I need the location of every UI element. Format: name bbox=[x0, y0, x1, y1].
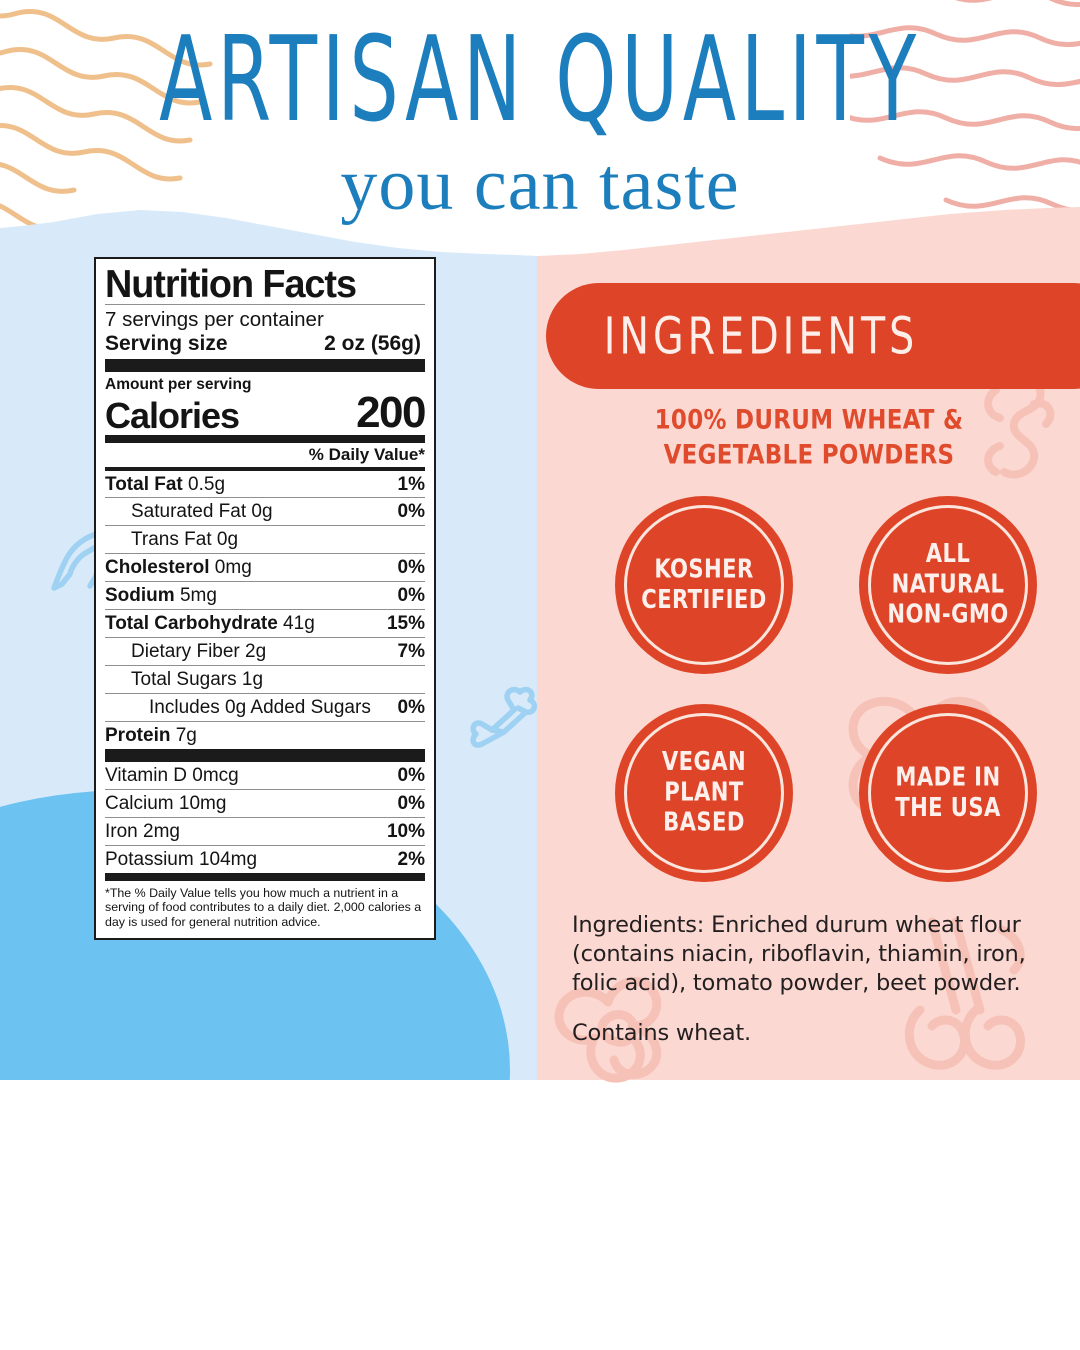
nutrient-name: Total Carbohydrate 41g bbox=[105, 613, 315, 635]
nutrient-row: Total Fat 0.5g 1% bbox=[105, 471, 425, 498]
nutrient-row: Protein 7g bbox=[105, 722, 425, 749]
row-divider bbox=[105, 844, 425, 846]
nutrient-name: Includes 0g Added Sugars bbox=[149, 697, 371, 719]
calories-row: Calories 200 bbox=[105, 387, 426, 437]
micronutrient-daily-value: 0% bbox=[397, 764, 425, 786]
nutrient-daily-value: 1% bbox=[397, 473, 425, 495]
nutrition-facts-panel: Nutrition Facts 7 servings per container… bbox=[94, 257, 436, 940]
nutrient-row: Total Carbohydrate 41g 15% bbox=[105, 610, 425, 637]
fan-web-doodle-icon bbox=[18, 1132, 136, 1280]
serving-size-row: Serving size 2 oz (56g) bbox=[105, 332, 425, 359]
micronutrient-row: Vitamin D 0mcg 0% bbox=[105, 762, 425, 789]
row-divider bbox=[105, 665, 425, 667]
row-divider bbox=[105, 581, 425, 583]
headline: ARTISAN QUALITY you can taste bbox=[0, 11, 1080, 227]
nutrient-name: Total Sugars 1g bbox=[131, 669, 264, 691]
certification-badge-label: ALL NATURAL NON-GMO bbox=[887, 538, 1009, 630]
ingredients-subtitle: 100% DURUM WHEAT & VEGETABLE POWDERS bbox=[654, 404, 964, 471]
amount-per-serving-label: Amount per serving bbox=[105, 375, 252, 393]
ingredients-banner: INGREDIENTS bbox=[546, 283, 1080, 389]
nutrient-row: Sodium 5mg 0% bbox=[105, 582, 425, 609]
nutrient-name: Sodium 5mg bbox=[105, 585, 217, 607]
row-divider bbox=[105, 553, 425, 555]
nutrient-daily-value: 15% bbox=[386, 613, 425, 635]
ingredients-banner-title: INGREDIENTS bbox=[603, 306, 919, 366]
headline-line-1: ARTISAN QUALITY bbox=[159, 11, 921, 149]
micronutrient-rows: Vitamin D 0mcg 0% Calcium 10mg 0% Iron 2mg 10… bbox=[105, 762, 425, 873]
row-divider bbox=[105, 816, 425, 818]
nutrient-daily-value: 7% bbox=[397, 641, 425, 663]
nutrient-row: Dietary Fiber 2g 7% bbox=[105, 638, 425, 665]
nutrient-row: Includes 0g Added Sugars 0% bbox=[105, 694, 425, 721]
serving-size-label: Serving size bbox=[105, 331, 228, 355]
headline-line-2: you can taste bbox=[340, 144, 740, 227]
micronutrient-name: Calcium 10mg bbox=[105, 792, 227, 814]
nutrient-daily-value: 0% bbox=[397, 557, 425, 579]
certification-badge-label: KOSHER CERTIFIED bbox=[641, 553, 767, 615]
nutrient-name: Total Fat 0.5g bbox=[105, 473, 226, 495]
micronutrient-name: Vitamin D 0mcg bbox=[105, 764, 239, 786]
ingredients-text-block: Ingredients: Enriched durum wheat flour … bbox=[572, 911, 1050, 1048]
nutrient-name: Protein 7g bbox=[105, 724, 197, 746]
calories-value: 200 bbox=[356, 387, 426, 437]
micronutrient-name: Iron 2mg bbox=[105, 820, 180, 842]
certification-badge: VEGAN PLANT BASED bbox=[615, 704, 793, 882]
nutrient-name: Trans Fat 0g bbox=[131, 529, 239, 551]
certification-badges: KOSHER CERTIFIED ALL NATURAL NON-GMO VEGAN… bbox=[596, 496, 1056, 882]
certification-badge: MADE IN THE USA bbox=[859, 704, 1037, 882]
row-divider bbox=[105, 637, 425, 639]
nutrient-name: Saturated Fat 0g bbox=[131, 501, 273, 523]
serving-size-value: 2 oz (56g) bbox=[324, 331, 421, 355]
nutrient-daily-value: 0% bbox=[397, 501, 425, 523]
allergen-statement: Contains wheat. bbox=[572, 1020, 751, 1047]
row-divider bbox=[105, 525, 425, 527]
nutrient-daily-value: 0% bbox=[397, 585, 425, 607]
daily-value-footnote: *The % Daily Value tells you how much a … bbox=[105, 885, 422, 929]
daily-value-header: % Daily Value* bbox=[308, 444, 425, 464]
nutrient-row: Total Sugars 1g bbox=[105, 666, 425, 693]
paw-doodle-icon bbox=[280, 1222, 400, 1322]
micronutrient-daily-value: 0% bbox=[397, 792, 425, 814]
nutrient-row: Saturated Fat 0g 0% bbox=[105, 498, 425, 525]
nutrient-rows: Total Fat 0.5g 1% Saturated Fat 0g 0% Trans … bbox=[105, 471, 425, 749]
nutrient-name: Cholesterol 0mg bbox=[105, 557, 252, 579]
nutrient-daily-value: 0% bbox=[397, 697, 425, 719]
row-divider bbox=[105, 720, 425, 722]
micronutrient-daily-value: 10% bbox=[386, 820, 425, 842]
nutrient-row: Trans Fat 0g bbox=[105, 526, 425, 553]
servings-per-container: 7 servings per container bbox=[105, 307, 324, 331]
certification-badge: KOSHER CERTIFIED bbox=[615, 496, 793, 674]
certification-badge-label: VEGAN PLANT BASED bbox=[661, 746, 747, 838]
row-divider bbox=[105, 788, 425, 790]
micronutrient-row: Calcium 10mg 0% bbox=[105, 790, 425, 817]
certification-badge-label: MADE IN THE USA bbox=[895, 761, 1001, 823]
certification-badge: ALL NATURAL NON-GMO bbox=[859, 496, 1037, 674]
nutrient-name: Dietary Fiber 2g bbox=[131, 641, 267, 663]
ingredients-body: Ingredients: Enriched durum wheat flour … bbox=[572, 912, 1026, 996]
nutrition-facts-title: Nutrition Facts bbox=[105, 263, 357, 306]
row-divider bbox=[105, 609, 425, 611]
micronutrient-row: Potassium 104mg 2% bbox=[105, 846, 425, 873]
row-divider bbox=[105, 693, 425, 695]
calories-label: Calories bbox=[105, 395, 240, 437]
micronutrient-name: Potassium 104mg bbox=[105, 848, 258, 870]
micronutrient-daily-value: 2% bbox=[397, 848, 425, 870]
micronutrient-row: Iron 2mg 10% bbox=[105, 818, 425, 845]
row-divider bbox=[105, 497, 425, 499]
nutrient-row: Cholesterol 0mg 0% bbox=[105, 554, 425, 581]
